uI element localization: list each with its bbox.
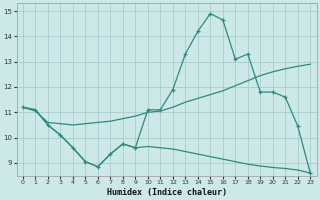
X-axis label: Humidex (Indice chaleur): Humidex (Indice chaleur) bbox=[107, 188, 227, 197]
